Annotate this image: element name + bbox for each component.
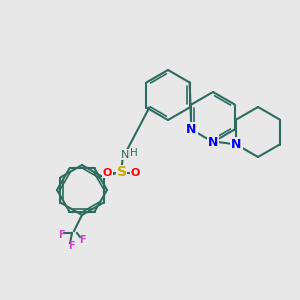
Text: F: F	[79, 235, 85, 245]
Text: O: O	[103, 167, 112, 178]
Text: O: O	[131, 167, 140, 178]
Text: F: F	[58, 230, 64, 240]
Text: N: N	[121, 149, 129, 160]
Text: N: N	[208, 136, 218, 148]
Text: N: N	[186, 123, 197, 136]
Text: F: F	[68, 241, 74, 251]
Text: H: H	[130, 148, 137, 158]
Text: S: S	[117, 166, 127, 179]
Text: N: N	[231, 138, 242, 151]
